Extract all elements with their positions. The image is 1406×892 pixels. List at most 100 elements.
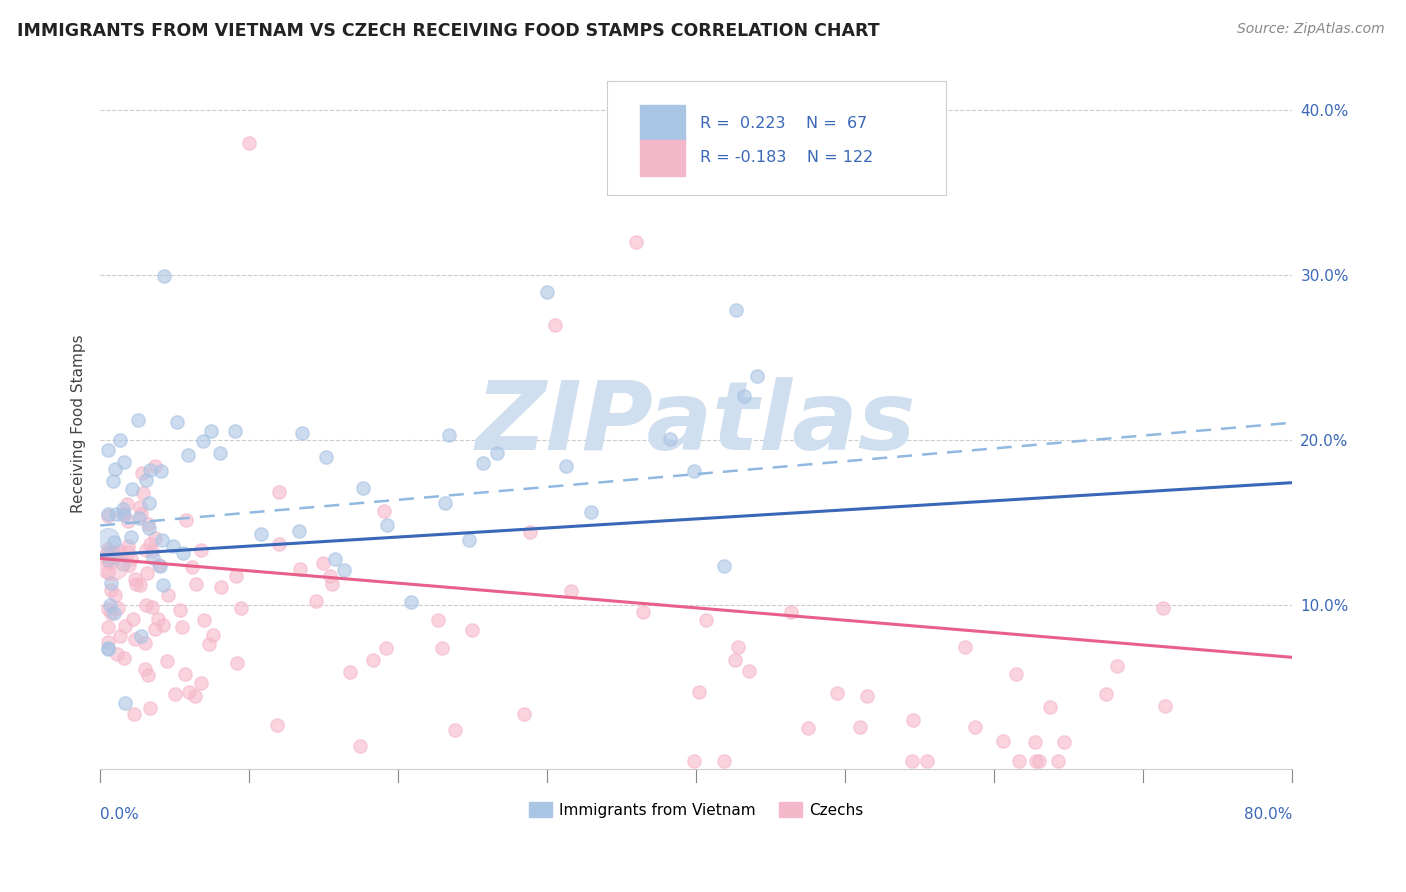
Point — [312, 556, 335, 570]
Point — [97, 554, 120, 568]
Point — [437, 427, 460, 442]
Point — [112, 507, 135, 521]
Point — [713, 754, 735, 768]
Point — [486, 446, 509, 460]
Point — [142, 550, 165, 565]
Point — [148, 558, 170, 573]
Point — [229, 600, 252, 615]
Point — [114, 697, 136, 711]
Point — [1005, 666, 1028, 681]
Point — [97, 509, 120, 524]
Point — [117, 539, 139, 553]
Text: ZIPatlas: ZIPatlas — [475, 377, 917, 470]
Point — [97, 549, 120, 564]
Point — [269, 485, 291, 500]
Point — [993, 733, 1015, 747]
Point — [166, 415, 188, 429]
Point — [118, 558, 141, 572]
Point — [117, 514, 139, 528]
Point — [157, 589, 180, 603]
Point — [225, 569, 247, 583]
Point — [122, 706, 145, 721]
Point — [315, 450, 337, 464]
Bar — [640, 140, 685, 176]
Point — [856, 689, 879, 703]
Point — [145, 458, 167, 473]
Point — [174, 513, 197, 527]
Point — [143, 622, 166, 636]
Point — [683, 754, 706, 768]
Point — [433, 496, 456, 510]
Point — [97, 635, 120, 649]
Point — [128, 511, 150, 525]
Point — [181, 560, 204, 574]
Point — [536, 285, 558, 299]
Point — [114, 508, 136, 522]
Point — [172, 546, 194, 560]
Point — [103, 606, 125, 620]
Point — [121, 483, 143, 497]
Point — [177, 685, 200, 699]
Point — [165, 687, 187, 701]
Point — [190, 675, 212, 690]
Point — [120, 530, 142, 544]
Point — [105, 507, 128, 521]
Point — [374, 640, 396, 655]
Point — [146, 612, 169, 626]
Point — [138, 521, 160, 535]
Point — [100, 556, 122, 570]
Point — [97, 546, 120, 560]
Point — [1039, 700, 1062, 714]
Point — [134, 635, 156, 649]
Point — [141, 543, 163, 558]
Point — [849, 720, 872, 734]
Point — [97, 642, 120, 657]
Point — [733, 389, 755, 403]
Point — [513, 706, 536, 721]
Point — [193, 434, 215, 449]
Point — [114, 455, 136, 469]
Point — [141, 599, 163, 614]
Point — [112, 557, 135, 571]
Point — [100, 575, 122, 590]
Point — [349, 739, 371, 753]
Point — [915, 754, 938, 768]
Point — [104, 588, 127, 602]
Point — [150, 533, 173, 547]
Point — [129, 508, 152, 522]
Point — [152, 269, 174, 284]
Point — [333, 563, 356, 577]
Point — [319, 569, 342, 583]
Point — [100, 545, 122, 559]
Point — [626, 235, 648, 249]
Point — [579, 505, 602, 519]
FancyBboxPatch shape — [606, 81, 946, 195]
Point — [224, 424, 246, 438]
Point — [97, 641, 120, 656]
Point — [177, 448, 200, 462]
Point — [134, 662, 156, 676]
Point — [1154, 698, 1177, 713]
Point — [100, 606, 122, 620]
Point — [124, 632, 146, 647]
Point — [339, 665, 361, 680]
Point — [323, 552, 346, 566]
Point — [745, 369, 768, 384]
Point — [659, 432, 682, 446]
Point — [129, 500, 152, 514]
Point — [288, 562, 311, 576]
Point — [173, 667, 195, 681]
Point — [193, 613, 215, 627]
Point — [108, 543, 131, 558]
Point — [288, 524, 311, 538]
Point — [156, 654, 179, 668]
Y-axis label: Receiving Food Stamps: Receiving Food Stamps — [72, 334, 86, 513]
Point — [472, 456, 495, 470]
Point — [352, 481, 374, 495]
Point — [97, 507, 120, 521]
Point — [560, 583, 582, 598]
Point — [114, 619, 136, 633]
Point — [963, 720, 986, 734]
Point — [97, 442, 120, 457]
Point — [97, 532, 120, 546]
